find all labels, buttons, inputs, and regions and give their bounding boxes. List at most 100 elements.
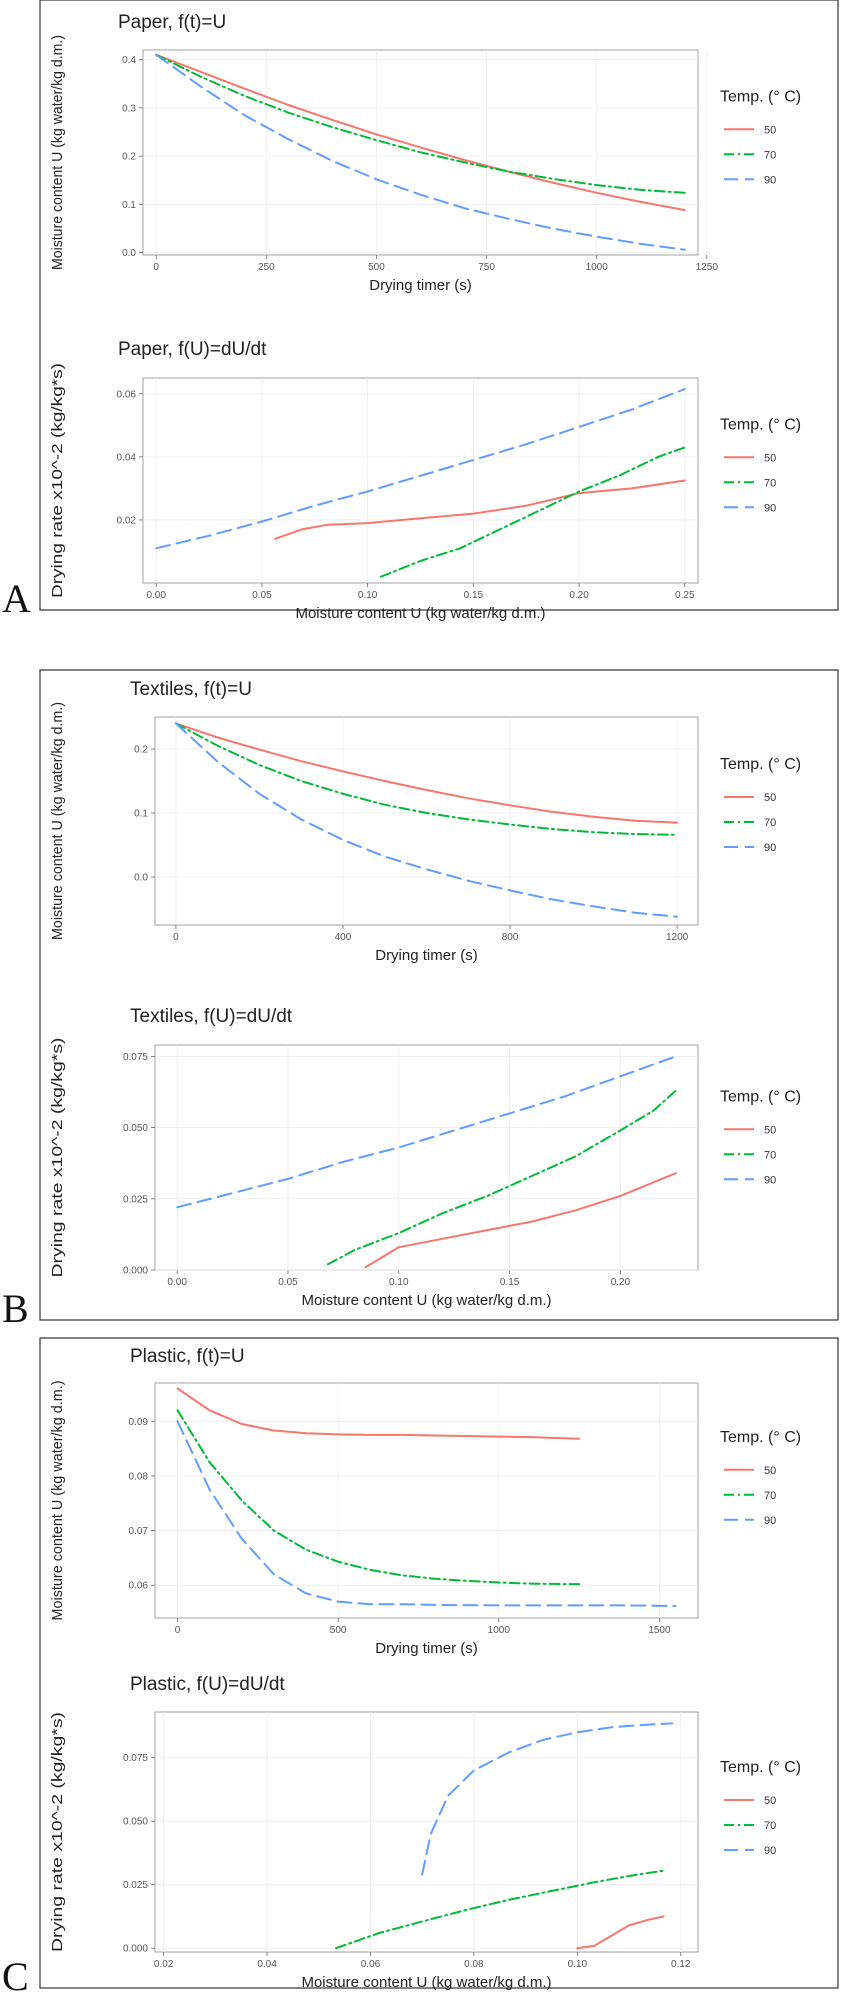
series-line-70 [176, 1409, 581, 1586]
legend-label-50: 50 [764, 124, 776, 136]
x-tick-label: 1000 [586, 262, 609, 273]
x-tick-label: 0.00 [146, 590, 166, 601]
legend-title: Temp. (° C) [720, 88, 801, 105]
x-tick-label: 1200 [666, 932, 689, 943]
legend-title: Temp. (° C) [720, 756, 801, 773]
panel-b-frame [39, 669, 839, 1321]
x-tick-label: 0.25 [675, 590, 695, 601]
chart-5: Plastic, f(t)=U 0 500 1000 1500 0.06 0.07 0.08 0… [49, 1346, 801, 1657]
x-tick-label: 0.10 [389, 1277, 409, 1288]
x-tick-label: 0.00 [167, 1277, 187, 1288]
x-axis-title: Moisture content U (kg water/kg d.m.) [295, 605, 545, 622]
panel-c-frame [39, 1337, 839, 1989]
legend-label-70: 70 [764, 149, 776, 161]
y-tick-label: 0.025 [123, 1194, 148, 1205]
legend-label-50: 50 [764, 1465, 776, 1477]
series-line-90 [155, 53, 686, 251]
plot-area [154, 1711, 699, 1953]
y-tick-label: 0.06 [129, 1581, 149, 1592]
panel-letter-c: C [2, 1954, 29, 1993]
y-tick-label: 0.075 [123, 1052, 148, 1063]
y-tick-label: 0.1 [134, 809, 148, 820]
x-tick-label: 0 [173, 932, 179, 943]
legend-label-90: 90 [764, 174, 776, 186]
x-tick-label: 750 [478, 262, 495, 273]
x-tick-label: 0.15 [464, 590, 484, 601]
charts-layer: Paper, f(t)=U0 250 500 750 1000 12500.00.10.2… [49, 12, 801, 1991]
x-tick-label: 0.05 [252, 590, 272, 601]
legend-title: Temp. (° C) [720, 1429, 801, 1446]
x-tick-label: 0.08 [464, 1959, 484, 1970]
legend-label-90: 90 [764, 842, 776, 854]
y-tick-label: 0.000 [123, 1266, 148, 1277]
legend-label-90: 90 [764, 1845, 776, 1857]
legend-title: Temp. (° C) [720, 416, 801, 433]
chart-title: Textiles, f(U)=dU/dt [130, 1006, 293, 1027]
chart-title: Paper, f(t)=U [118, 12, 226, 33]
x-axis-title: Moisture content U (kg water/kg d.m.) [301, 1974, 551, 1991]
chart-4: Textiles, f(U)=dU/dt 0.00 0.05 0.10 0.15 0.20… [49, 1006, 801, 1309]
chart-title: Plastic, f(U)=dU/dt [130, 1674, 285, 1695]
legend-label-70: 70 [764, 1149, 776, 1161]
y-tick-label: 0.025 [123, 1880, 148, 1891]
series-line-70 [174, 722, 679, 836]
y-axis-title: Drying rate x10^-2 (kg/kg*s) [49, 363, 66, 598]
chart-1: Paper, f(t)=U 0 250 500 750 1000 1250 0.0 0.1 0.2… [49, 12, 801, 294]
y-tick-label: 0.050 [123, 1817, 148, 1828]
legend-label-90: 90 [764, 1515, 776, 1527]
x-tick-label: 1000 [488, 1625, 511, 1636]
legend-label-50: 50 [764, 1124, 776, 1136]
x-tick-label: 0.20 [569, 590, 589, 601]
series-line-50 [176, 1387, 581, 1440]
plot-area [154, 716, 699, 926]
x-tick-label: 0.04 [257, 1959, 277, 1970]
legend-title: Temp. (° C) [720, 1088, 801, 1105]
x-tick-label: 1500 [648, 1625, 671, 1636]
series-line-70 [379, 446, 686, 578]
legend-label-70: 70 [764, 1490, 776, 1502]
y-axis-title: Moisture content U (kg water/kg d.m.) [49, 35, 66, 270]
series-line-50 [274, 479, 686, 540]
legend-label-90: 90 [764, 1174, 776, 1186]
legend-label-50: 50 [764, 452, 776, 464]
panel-letter-b: B [2, 1286, 29, 1331]
x-tick-label: 0.02 [154, 1959, 174, 1970]
x-tick-label: 400 [335, 932, 352, 943]
panel-a-frame [39, 0, 839, 611]
y-tick-label: 0.2 [134, 745, 148, 756]
series-line-90 [155, 388, 686, 550]
series-line-50 [174, 722, 679, 824]
series-line-90 [176, 1420, 677, 1607]
legend-label-70: 70 [764, 1820, 776, 1832]
legend-label-50: 50 [764, 792, 776, 804]
x-tick-label: 500 [330, 1625, 347, 1636]
series-line-90 [174, 722, 679, 918]
y-tick-label: 0.000 [123, 1944, 148, 1955]
series-line-70 [326, 1089, 677, 1266]
series-line-50 [155, 53, 686, 212]
plot-area [142, 377, 699, 584]
y-axis-title: Moisture content U (kg water/kg d.m.) [49, 1381, 66, 1621]
x-axis-title: Drying timer (s) [375, 947, 478, 964]
x-tick-label: 0.12 [671, 1959, 691, 1970]
chart-2: Paper, f(U)=dU/dt 0.00 0.05 0.10 0.15 0.20 0.2… [49, 339, 801, 622]
y-tick-label: 0.02 [117, 515, 137, 526]
chart-title: Plastic, f(t)=U [130, 1346, 245, 1367]
series-line-50 [364, 1172, 677, 1269]
series-line-50 [576, 1915, 665, 1950]
x-tick-label: 250 [258, 262, 275, 273]
x-tick-label: 0 [175, 1625, 181, 1636]
x-tick-label: 0.06 [361, 1959, 381, 1970]
chart-title: Paper, f(U)=dU/dt [118, 339, 267, 360]
legend-label-70: 70 [764, 477, 776, 489]
x-tick-label: 0.05 [278, 1277, 298, 1288]
y-tick-label: 0.07 [129, 1526, 149, 1537]
legend-label-90: 90 [764, 502, 776, 514]
x-axis-title: Drying timer (s) [369, 277, 472, 294]
legend-label-70: 70 [764, 817, 776, 829]
legend-title: Temp. (° C) [720, 1759, 801, 1776]
x-tick-label: 0.10 [358, 590, 378, 601]
series-line-90 [176, 1055, 677, 1209]
x-tick-label: 0 [153, 262, 159, 273]
